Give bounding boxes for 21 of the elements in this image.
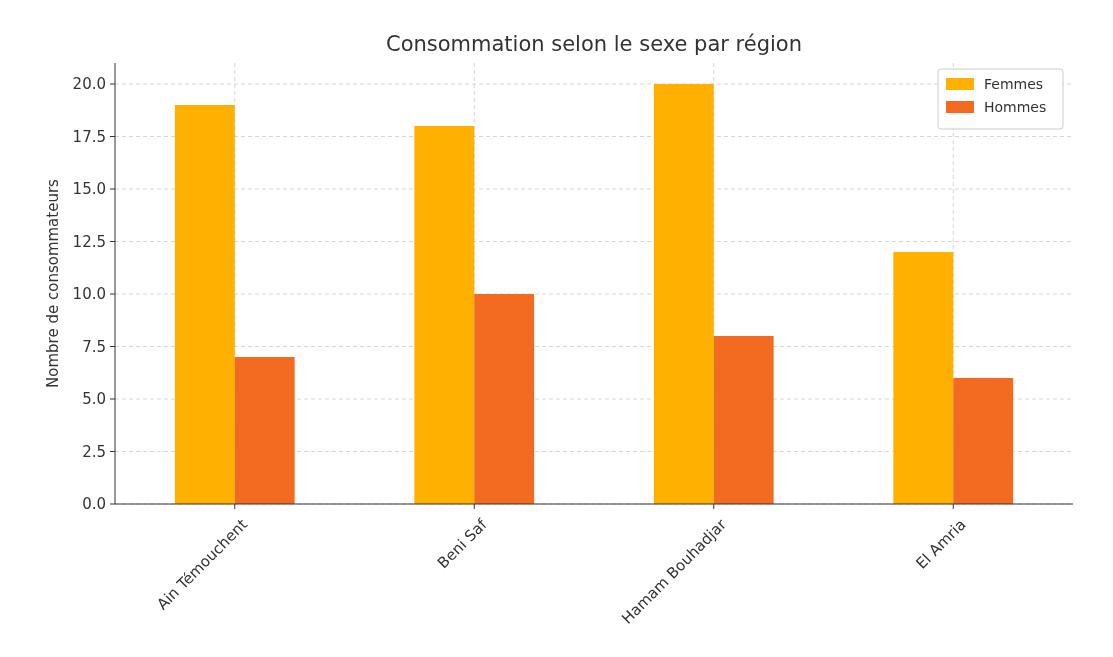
chart-title: Consommation selon le sexe par région — [385, 32, 803, 56]
legend-label: Femmes — [984, 76, 1044, 92]
bar — [953, 378, 1014, 504]
y-tick-label: 5.0 — [82, 390, 106, 409]
bar — [713, 336, 774, 504]
y-tick-label: 7.5 — [82, 337, 106, 356]
bar — [234, 357, 295, 504]
y-tick-label: 20.0 — [72, 75, 106, 94]
bar — [474, 294, 535, 504]
y-tick-label: 2.5 — [82, 442, 106, 461]
bar — [174, 105, 235, 504]
y-tick-label: 17.5 — [72, 127, 106, 146]
y-tick-label: 12.5 — [72, 232, 106, 251]
y-tick-label: 0.0 — [82, 495, 106, 514]
legend-label: Hommes — [984, 99, 1047, 115]
y-tick-label: 10.0 — [72, 285, 106, 304]
y-axis-title: Nombre de consommateurs — [44, 178, 62, 388]
bar — [893, 252, 954, 504]
bar — [414, 126, 475, 504]
bar — [653, 84, 714, 504]
y-tick-label: 15.0 — [72, 180, 106, 199]
